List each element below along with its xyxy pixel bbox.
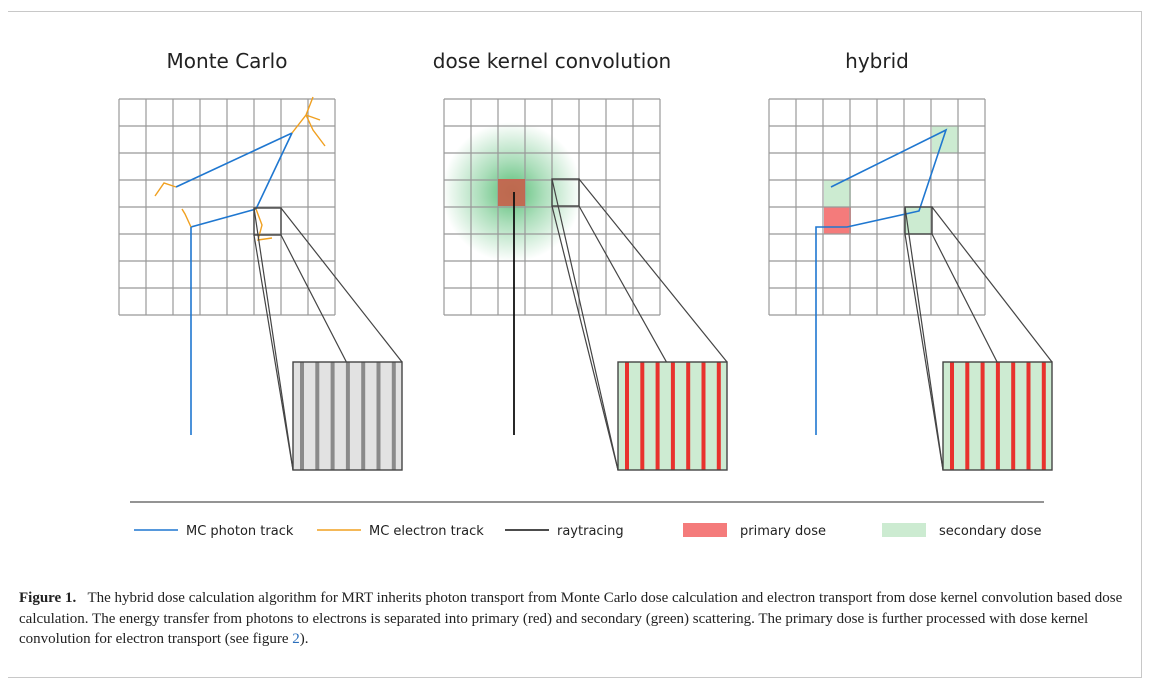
legend-item-mc-electron-track: MC electron track [317,524,484,539]
inset-stripe [376,362,381,470]
inset-stripe [655,362,660,470]
hybrid-primary-voxel [824,207,851,234]
hybrid-highlight-voxel [904,206,933,235]
panel-monte-carlo [118,96,403,471]
panel-title-hybrid: hybrid [845,49,909,73]
panel-hybrid [768,98,1053,471]
inset-stripe [640,362,645,470]
inset-stripe [1011,362,1016,470]
inset-stripe [300,362,304,470]
inset-stripe [701,362,706,470]
caption-text-end: ). [299,631,309,647]
caption-figure-link[interactable]: 2 [292,631,300,647]
figure-caption: Figure 1. The hybrid dose calculation al… [19,588,1129,650]
inset-stripe [391,362,396,470]
inset-stripe [950,362,954,470]
mc-photon-track [175,131,294,435]
inset-stripe [315,362,320,470]
legend-swatch-primary-dose [683,523,727,537]
panel-title-monte-carlo: Monte Carlo [167,49,288,73]
legend-item-secondary-dose: secondary dose [882,523,1041,539]
panel-title-dose-kernel-convolution: dose kernel convolution [433,49,671,73]
inset-stripe [345,362,350,470]
mc-voxel-grid [118,98,336,316]
dkc-zoom-lines [551,178,728,471]
dkc-highlight-voxel [551,178,580,207]
hybrid-photon-track [815,128,948,435]
inset-stripe [716,362,721,470]
inset-stripe [686,362,691,470]
dkc-primary-voxel [498,179,525,206]
legend-label-mc-electron-track: MC electron track [369,524,484,539]
dkc-zoom-inset [617,361,728,471]
inset-stripe [361,362,366,470]
inset-stripe [1026,362,1031,470]
mc-zoom-inset [292,361,403,471]
hybrid-zoom-inset [942,361,1053,471]
caption-figure-label: Figure 1. [19,590,77,606]
inset-stripe [670,362,675,470]
inset-stripe [330,362,335,470]
legend-swatch-secondary-dose [882,523,926,537]
inset-stripe [995,362,1000,470]
inset-stripe [965,362,970,470]
figure-frame [8,11,1142,678]
legend-label-raytracing: raytracing [557,524,624,539]
legend-label-mc-photon-track: MC photon track [186,524,294,539]
inset-border [292,361,403,471]
inset-border [942,361,1053,471]
legend-item-raytracing: raytracing [505,524,624,539]
inset-stripe [980,362,985,470]
inset-stripe [1041,362,1046,470]
mc-electron-tracks [154,96,326,241]
caption-text: The hybrid dose calculation algorithm fo… [19,590,1123,647]
legend-item-mc-photon-track: MC photon track [134,524,294,539]
inset-border [617,361,728,471]
inset-stripe [625,362,629,470]
legend-item-primary-dose: primary dose [683,523,826,539]
mc-highlight-voxel [253,207,282,236]
legend: MC photon track MC electron track raytra… [134,523,1041,539]
legend-label-secondary-dose: secondary dose [939,524,1041,539]
panel-dose-kernel-convolution [442,98,728,471]
legend-label-primary-dose: primary dose [740,524,826,539]
figure-1-diagram: Monte Carlo dose kernel convolution hybr… [118,49,1053,539]
